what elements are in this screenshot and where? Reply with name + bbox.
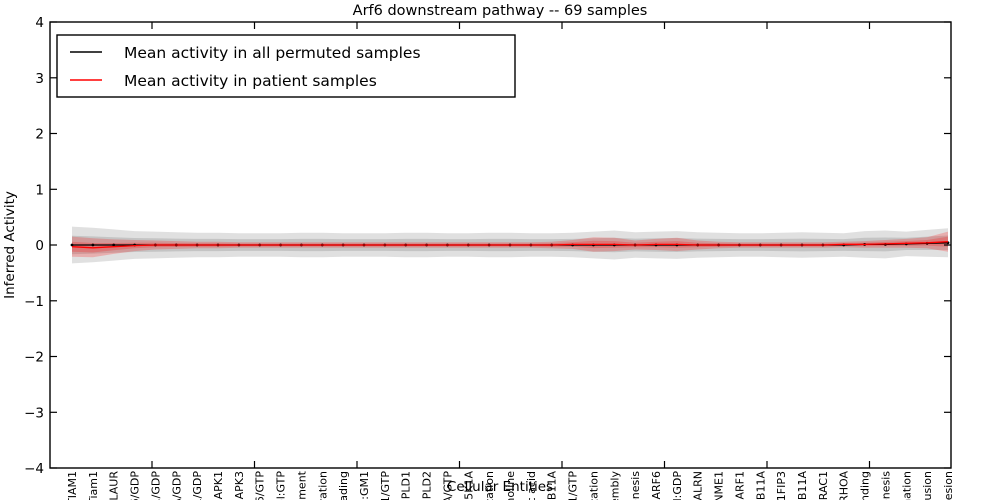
x-category-label: regulation of epithelial cell migration bbox=[316, 471, 329, 500]
y-tick-label: 1 bbox=[35, 182, 44, 198]
y-tick-label: −3 bbox=[24, 405, 44, 421]
x-category-label: PIP5K1A bbox=[462, 471, 475, 500]
x-category-label: MAPK1 bbox=[212, 471, 225, 500]
x-category-label: TIAM1 bbox=[66, 471, 79, 500]
legend-label-patient: Mean activity in patient samples bbox=[124, 72, 377, 90]
x-category-label: mol:GM1 bbox=[358, 471, 371, 500]
x-category-label: cortical actin cytoskeleton organization bbox=[587, 471, 600, 500]
x-axis-label: Cellular Entities bbox=[447, 479, 553, 495]
x-category-label: mol:Choline bbox=[504, 471, 517, 500]
legend-box bbox=[56, 34, 516, 98]
x-category-label: tube morphogenesis bbox=[629, 471, 642, 500]
x-category-label: PLD1 bbox=[400, 471, 413, 499]
y-tick-labels: −4 −3 −2 −1 0 1 2 3 4 bbox=[24, 15, 44, 477]
x-category-label: mol:GTP bbox=[275, 471, 288, 500]
x-category-label: PLD2 bbox=[421, 471, 434, 499]
series-lines bbox=[70, 241, 950, 249]
y-axis-label: Inferred Activity bbox=[2, 191, 18, 299]
x-category-label: Rac1/GTP bbox=[567, 471, 580, 500]
x-category-label: ARF6/GTP/RAB11FIP3/RAB11A bbox=[546, 471, 559, 500]
y-tick-label: −1 bbox=[24, 294, 44, 310]
x-category-label: actin filament bundle formation bbox=[900, 471, 913, 500]
x-category-label: RhoA/GDP bbox=[170, 471, 183, 500]
x-category-label: ARF6 bbox=[650, 471, 663, 500]
x-category-label: fibronectin binding bbox=[859, 471, 872, 500]
x-category-label: RAB11A bbox=[754, 471, 767, 500]
x-category-label: substrate adhesion-dependent cell spread… bbox=[337, 471, 350, 500]
x-category-label: RAC1 bbox=[817, 471, 830, 500]
x-category-label: RAB11FIP3/RAB11A bbox=[796, 471, 809, 500]
x-category-label: ARF6/GTP bbox=[254, 471, 267, 500]
x-category-label: regulation of axonogenesis bbox=[879, 471, 892, 500]
x-category-label: ruffle organization bbox=[483, 471, 496, 500]
y-tick-label: −4 bbox=[24, 461, 44, 477]
x-category-label: PLAUR bbox=[108, 471, 121, 500]
x-category-labels: TIAM1 ARF6/GTP/NME1/Tiam1 PLAUR ARF6/GDP Rac… bbox=[66, 470, 955, 500]
y-tick-label: −2 bbox=[24, 350, 44, 366]
data-point-marker bbox=[70, 243, 74, 247]
y-tick-label: 3 bbox=[35, 71, 44, 87]
data-point-marker bbox=[91, 243, 95, 247]
axis-ticks bbox=[50, 21, 951, 469]
x-category-label: RAB11FIP3 bbox=[775, 471, 788, 500]
x-category-label: ARF1/GDP bbox=[191, 471, 204, 500]
x-category-label: lamellipodium assembly bbox=[608, 471, 621, 500]
x-category-label: myoblast fusion bbox=[921, 471, 934, 500]
data-point-marker bbox=[112, 243, 116, 247]
x-category-label: RhoA/GTP bbox=[441, 471, 454, 500]
chart-title: Arf6 downstream pathway -- 69 samples bbox=[353, 3, 648, 19]
x-category-label: ARF6/GDP bbox=[129, 471, 142, 500]
x-category-label: ARF1/GTP bbox=[379, 471, 392, 500]
x-category-label: liver development bbox=[295, 470, 308, 500]
series-line-patient bbox=[71, 241, 949, 249]
x-category-label: MAPK3 bbox=[233, 471, 246, 500]
y-tick-label: 0 bbox=[35, 238, 44, 254]
legend: Mean activity in all permuted samples Me… bbox=[56, 34, 516, 98]
x-category-label: ARF6/GTP/NME1/Tiam1 bbox=[87, 471, 100, 500]
x-category-label: Rac1/GDP bbox=[149, 471, 162, 500]
x-category-label: mol:GDP bbox=[671, 471, 684, 500]
x-category-label: ARF1 bbox=[733, 471, 746, 500]
x-category-label: RHOA bbox=[838, 471, 851, 500]
y-tick-label: 4 bbox=[35, 15, 44, 31]
x-category-label: regulation of calcium-dependent cell-cel… bbox=[942, 471, 955, 500]
x-category-label: mol:Phosphatidic acid bbox=[525, 471, 538, 500]
y-tick-label: 2 bbox=[35, 127, 44, 143]
x-category-label: NME1 bbox=[713, 471, 726, 500]
x-category-label: KALRN bbox=[692, 471, 705, 500]
legend-label-permuted: Mean activity in all permuted samples bbox=[124, 44, 421, 62]
